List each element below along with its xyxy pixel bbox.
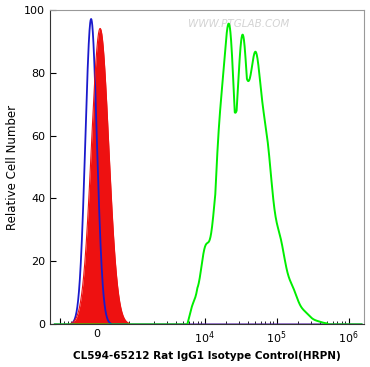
X-axis label: CL594-65212 Rat IgG1 Isotype Control(HRPN): CL594-65212 Rat IgG1 Isotype Control(HRP…: [73, 352, 341, 361]
Text: WWW.PTGLAB.COM: WWW.PTGLAB.COM: [188, 19, 289, 29]
Y-axis label: Relative Cell Number: Relative Cell Number: [6, 105, 18, 229]
